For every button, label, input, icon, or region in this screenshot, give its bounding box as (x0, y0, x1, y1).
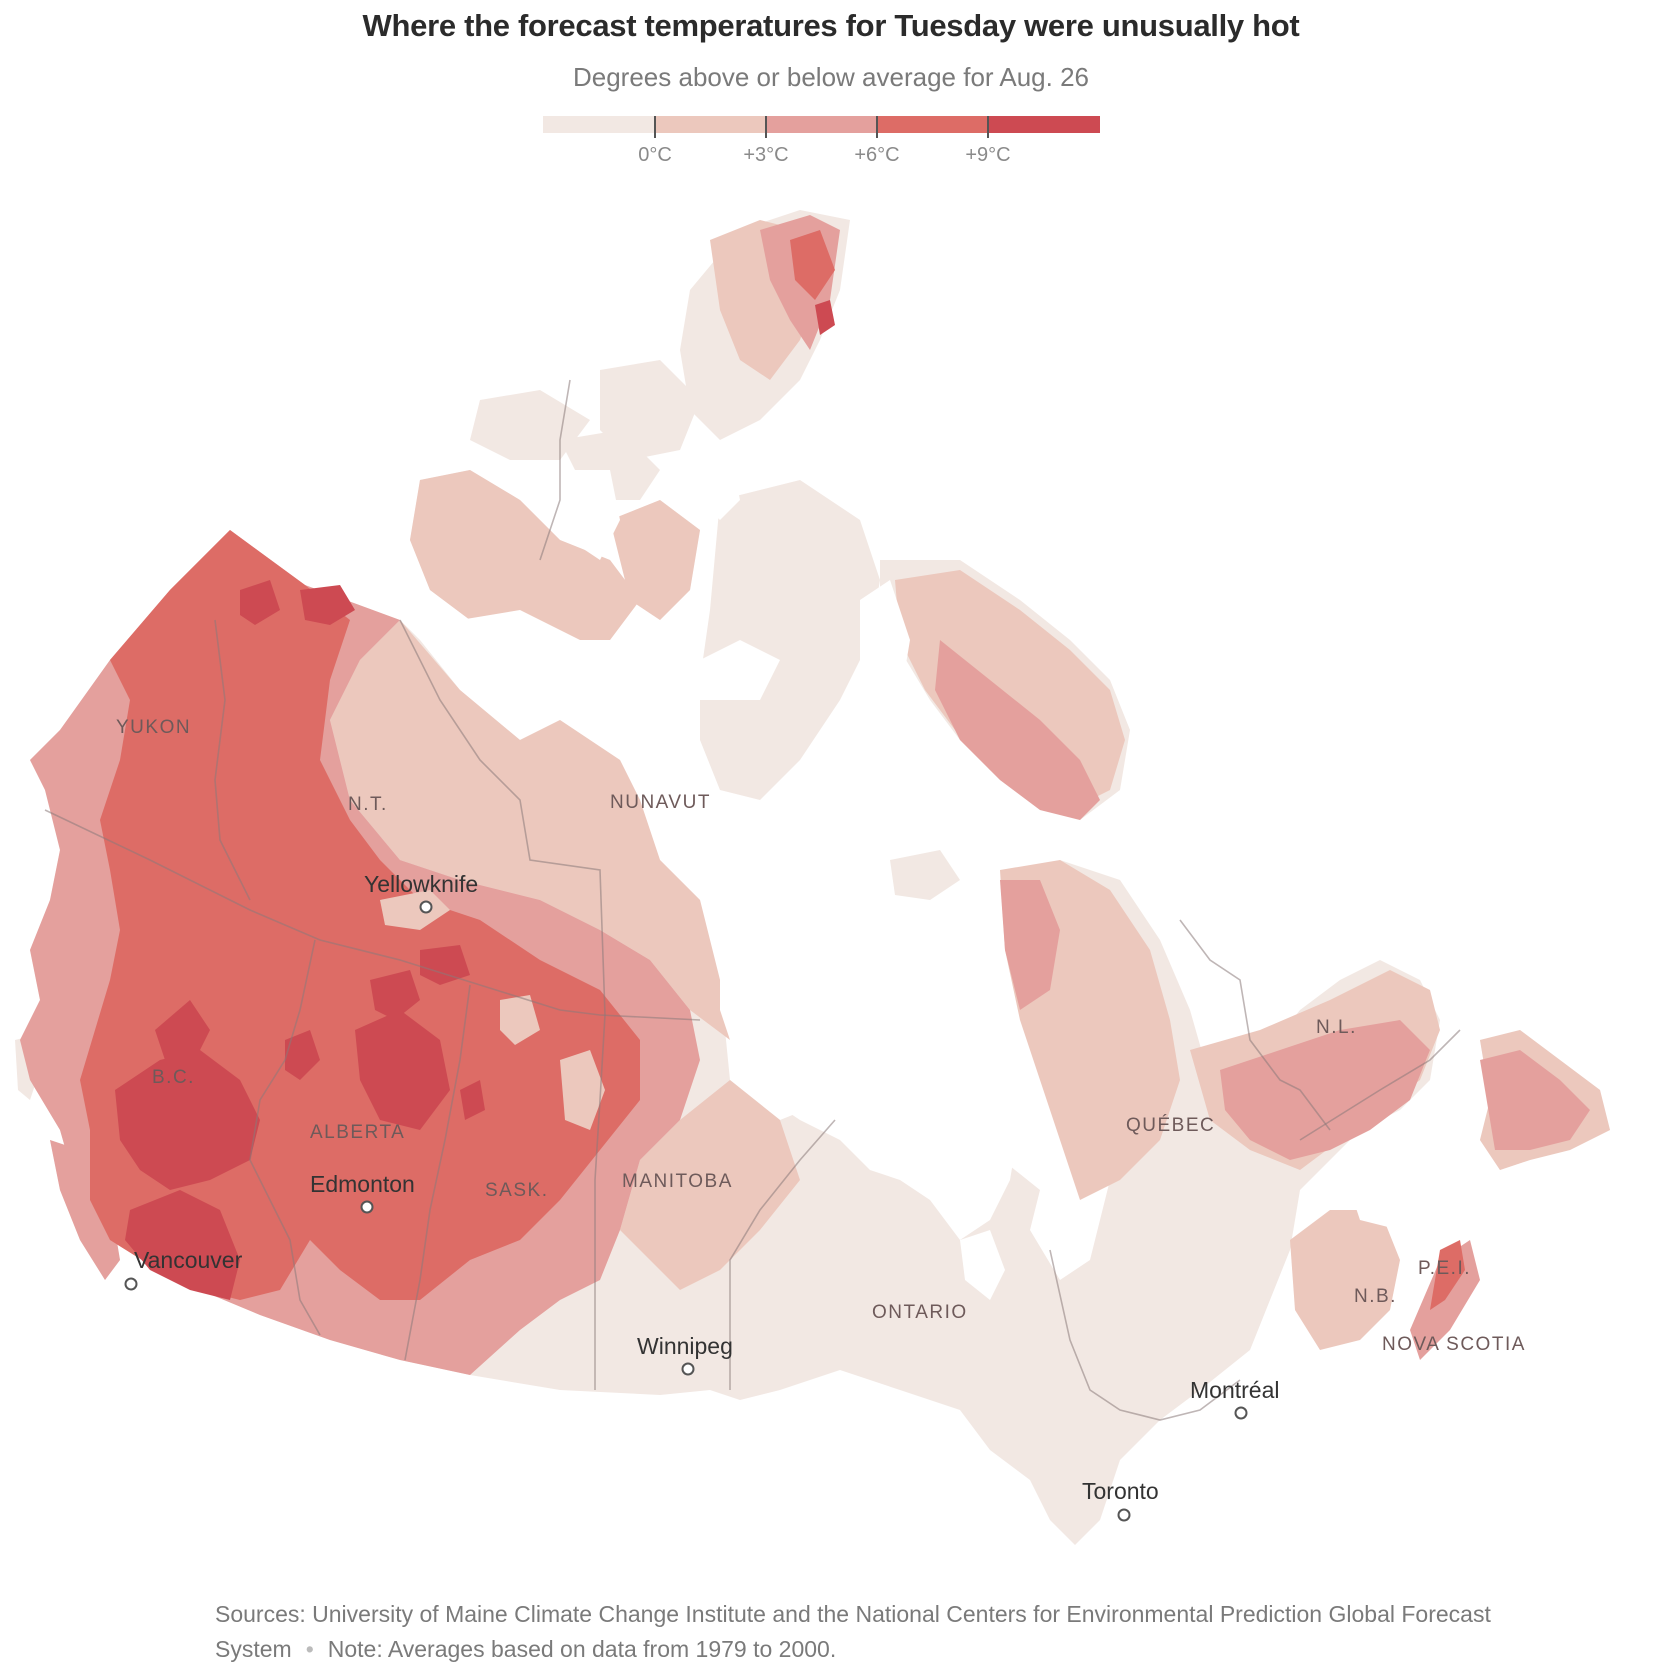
label-nova-scotia: NOVA SCOTIA (1382, 1334, 1526, 1355)
city-markers (124, 900, 1248, 1522)
label-quebec: QUÉBEC (1126, 1115, 1215, 1136)
vancouver-marker (124, 1277, 138, 1291)
band-above-9 (115, 300, 835, 1300)
toronto-marker (1117, 1508, 1131, 1522)
label-ontario: ONTARIO (872, 1302, 968, 1323)
legend-swatch-3-6 (766, 116, 877, 133)
legend-label-0: 0°C (638, 144, 672, 166)
label-manitoba: MANITOBA (622, 1171, 733, 1192)
city-yellowknife: Yellowknife (364, 871, 478, 897)
chart-title: Where the forecast temperatures for Tues… (362, 8, 1300, 43)
region-labels: YUKON N.T. NUNAVUT B.C. ALBERTA SASK. MA… (116, 717, 1526, 1355)
legend-swatch-0-3 (655, 116, 766, 133)
city-labels: Yellowknife Edmonton Vancouver Winnipeg … (134, 871, 1279, 1504)
legend-tick (765, 116, 767, 138)
winnipeg-marker (681, 1362, 695, 1376)
province-borders (44, 379, 1461, 1421)
city-toronto: Toronto (1082, 1478, 1159, 1504)
legend-swatch-below-0 (543, 116, 655, 133)
light-patches (345, 690, 605, 1130)
city-edmonton: Edmonton (310, 1171, 415, 1197)
legend-swatch-6-9 (877, 116, 988, 133)
label-sask: SASK. (485, 1180, 548, 1201)
city-winnipeg: Winnipeg (637, 1333, 733, 1359)
city-montreal: Montréal (1190, 1377, 1279, 1403)
label-nb: N.B. (1354, 1286, 1397, 1307)
chart-subtitle: Degrees above or below average for Aug. … (572, 62, 1089, 92)
note-text: Note: Averages based on data from 1979 t… (327, 1636, 837, 1662)
label-pei: P.E.I. (1418, 1258, 1471, 1279)
edmonton-marker (360, 1200, 374, 1214)
separator-dot: • (305, 1636, 314, 1662)
legend-label-6: +6°C (854, 144, 900, 166)
legend-tick (987, 116, 989, 138)
label-nt: N.T. (348, 794, 388, 815)
montreal-marker (1234, 1406, 1248, 1420)
legend-swatch-above-9 (988, 116, 1100, 133)
yellowknife-marker (419, 900, 433, 914)
legend-label-9: +9°C (965, 144, 1011, 166)
label-nunavut: NUNAVUT (610, 792, 711, 813)
label-yukon: YUKON (116, 717, 191, 738)
color-legend: 0°C +3°C +6°C +9°C (543, 116, 1100, 176)
sources-text: Sources: University of Maine Climate Cha… (215, 1601, 1491, 1662)
legend-tick (654, 116, 656, 138)
band-0-3 (330, 220, 1610, 1350)
legend-tick (876, 116, 878, 138)
label-alberta: ALBERTA (310, 1122, 405, 1143)
water (460, 450, 1430, 1300)
label-bc: B.C. (152, 1067, 195, 1088)
source-note: Sources: University of Maine Climate Cha… (215, 1597, 1515, 1667)
legend-label-3: +3°C (743, 144, 789, 166)
city-vancouver: Vancouver (134, 1247, 243, 1273)
label-nl: N.L. (1316, 1017, 1357, 1038)
